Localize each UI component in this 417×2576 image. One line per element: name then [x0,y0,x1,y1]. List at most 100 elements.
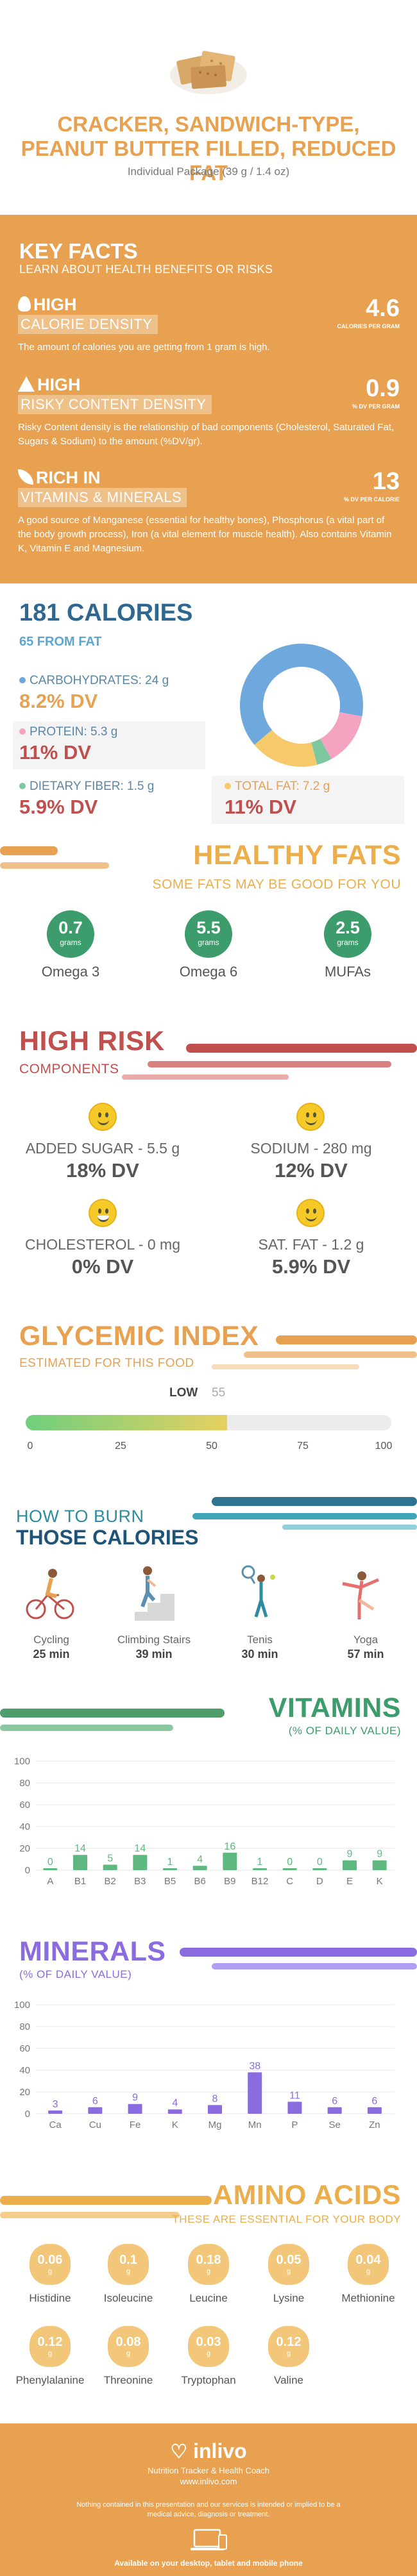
fact-band: CALORIE DENSITY [18,315,158,334]
macro-label: CARBOHYDRATES: 24 g [30,674,169,687]
bar-b3 [133,1855,148,1870]
bar-value-label: 1 [257,1857,263,1868]
gi-tick: 25 [115,1441,126,1451]
food-image [167,35,250,99]
risk-label: SODIUM - 280 mg [250,1140,372,1157]
risk-dv: 18% DV [66,1159,139,1182]
amino-name: Histidine [29,2292,71,2304]
decor-bar [0,2212,180,2218]
decor-bar [0,862,109,869]
x-tick-label: B1 [74,1876,86,1887]
x-tick-label: Fe [130,2120,141,2130]
bar-cu [88,2107,103,2114]
fact-value: 13 [372,468,400,495]
decor-bar [212,1963,417,1970]
bar-zn [367,2107,382,2114]
amino-title: AMINO ACIDS [213,2180,401,2211]
macro-pie-svg [239,644,363,767]
fat-omega3-circle: 0.7 grams [47,910,94,958]
risk-dv: 5.9% DV [271,1255,351,1278]
glycemic-fill [26,1415,227,1430]
amino-value: 0.04 [355,2253,381,2267]
bar-value-label: 38 [249,2061,260,2071]
bar-k [372,1860,387,1870]
glycemic-level: LOW [169,1386,198,1400]
amino-name: Leucine [189,2292,228,2304]
x-tick-label: Mn [248,2120,262,2130]
fact-calorie-density: HIGH CALORIE DENSITY 4.6 CALORIES PER GR… [18,295,400,355]
x-tick-label: B6 [194,1876,205,1887]
flame-icon [18,296,31,312]
bar-value-label: 3 [53,2099,58,2110]
tennis-icon [241,1565,275,1618]
amino-value: 0.08 [115,2335,141,2349]
cycling-icon [26,1569,74,1619]
gi-tick: 0 [27,1441,33,1451]
amino-badge: 0.06 g [30,2244,71,2285]
fat-dot [225,783,231,789]
footer-url[interactable]: www.inlivo.com [180,2477,237,2486]
decor-bar [212,1364,359,1369]
bar-value-label: 6 [371,2096,377,2107]
amino-value: 0.12 [276,2335,302,2349]
key-facts-section: KEY FACTS LEARN ABOUT HEALTH BENEFITS OR… [0,215,417,583]
smiley-icon [296,1103,325,1131]
gi-tick: 75 [297,1441,309,1451]
fact-risky-content: HIGH RISKY CONTENT DENSITY 0.9 % DV PER … [18,375,400,449]
decor-bar [122,1075,289,1080]
fat-unit: grams [60,938,81,947]
fact-tag: HIGH [37,375,81,394]
macro-pie-chart [237,641,366,769]
calories-from-fat: 65 FROM FAT [19,635,102,649]
risk-dv: 0% DV [71,1255,134,1278]
gi-tick: 50 [206,1441,217,1451]
risk-label: ADDED SUGAR - 5.5 g [25,1140,180,1157]
inlivo-heart-icon: ♡ [170,2441,188,2463]
bar-value-label: 9 [377,1849,382,1860]
bar-b2 [103,1864,117,1870]
fat-name: MUFAs [324,964,371,980]
y-tick-label: 100 [14,1756,30,1767]
x-tick-label: P [291,2120,298,2130]
x-tick-label: K [172,2120,178,2130]
amino-badge: 0.08 g [108,2326,149,2367]
amino-unit: g [206,2350,211,2357]
footer-brand[interactable]: inlivo [193,2439,247,2463]
amino-value: 0.18 [196,2253,221,2267]
healthy-fats-title: HEALTHY FATS [193,840,401,871]
bar-value-label: 16 [224,1841,235,1852]
footer-tagline: Nutrition Tracker & Health Coach [147,2466,270,2475]
y-tick-label: 60 [19,1800,30,1811]
amino-value: 0.1 [119,2253,137,2267]
amino-value: 0.05 [276,2253,302,2267]
macro-dv: 5.9% DV [19,796,98,818]
amino-value: 0.12 [37,2335,63,2349]
y-tick-label: 100 [14,2000,30,2011]
bar-fe [128,2103,142,2114]
key-facts-subtitle: LEARN ABOUT HEALTH BENEFITS OR RISKS [19,263,273,276]
macro-label: DIETARY FIBER: 1.5 g [30,780,155,793]
bar-b9 [223,1852,237,1870]
minerals-chart: 0 20 40 60 80 100 3 Ca 6 Cu 9 Fe 4 K 8 Mg 38 Mn 11 P 6 Se 6 Zn [10,1997,407,2145]
bar-e [343,1860,357,1870]
risk-dv: 12% DV [275,1159,348,1182]
x-tick-label: B2 [104,1876,115,1887]
bar-value-label: 9 [132,2093,138,2103]
amino-unit: g [47,2350,53,2357]
x-tick-label: Se [328,2120,340,2130]
smiley-icon [296,1199,325,1227]
minerals-subtitle: (% OF DAILY VALUE) [19,1968,132,1980]
x-tick-label: E [346,1876,353,1887]
bar-ca [48,2110,63,2114]
bar-value-label: 0 [317,1857,323,1868]
vitamins-subtitle: (% OF DAILY VALUE) [288,1725,401,1737]
bar-k [167,2109,182,2114]
risk-label: CHOLESTEROL - 0 mg [25,1236,180,1253]
fat-value: 0.7 [58,918,83,937]
macro-dv: 11% DV [19,741,92,764]
x-tick-label: B9 [224,1876,235,1887]
vitamins-title: VITAMINS [268,1693,401,1723]
fact-value: 4.6 [366,295,400,322]
bar-value-label: 6 [92,2096,98,2107]
burn-activity: Yoga [353,1634,379,1646]
